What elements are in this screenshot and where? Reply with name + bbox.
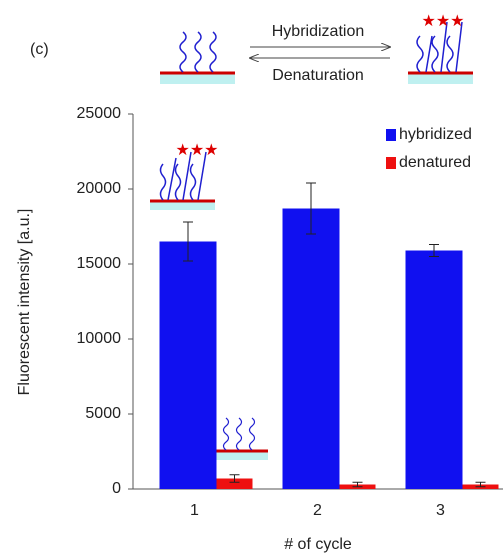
- svg-text:★★★: ★★★: [175, 142, 218, 159]
- scheme-label: Hybridization: [272, 23, 364, 40]
- inset-denatured: [208, 417, 268, 460]
- y-tick-label: 25000: [77, 105, 122, 122]
- legend-label: denatured: [399, 154, 471, 171]
- bar: [216, 478, 253, 489]
- error-bar: [475, 481, 486, 488]
- error-bar: [429, 244, 439, 257]
- bar: [405, 250, 463, 489]
- bar: [282, 208, 340, 489]
- legend-label: hybridized: [399, 126, 472, 143]
- error-bar: [352, 481, 363, 488]
- legend-swatch: [386, 129, 396, 141]
- error-bar: [183, 221, 193, 262]
- y-tick-label: 0: [112, 480, 121, 497]
- x-tick-label: 2: [313, 502, 322, 519]
- inset-hybridized: ★★★: [150, 142, 219, 210]
- scheme-right: ★★★: [408, 13, 473, 84]
- y-tick-label: 20000: [77, 180, 122, 197]
- y-axis-label: Fluorescent intensity [a.u.]: [16, 209, 33, 396]
- bar: [159, 241, 217, 489]
- legend-swatch: [386, 157, 396, 169]
- x-tick-label: 3: [436, 502, 445, 519]
- y-tick-label: 5000: [85, 405, 121, 422]
- scheme-label: Denaturation: [272, 67, 364, 84]
- x-tick-label: 1: [190, 502, 199, 519]
- svg-text:★★★: ★★★: [421, 13, 464, 30]
- scheme-left: [160, 31, 235, 84]
- error-bar: [229, 474, 240, 483]
- panel-label: (c): [30, 41, 49, 58]
- y-tick-label: 15000: [77, 255, 122, 272]
- error-bar: [306, 182, 316, 235]
- y-tick-label: 10000: [77, 330, 122, 347]
- x-axis-label: # of cycle: [284, 536, 352, 553]
